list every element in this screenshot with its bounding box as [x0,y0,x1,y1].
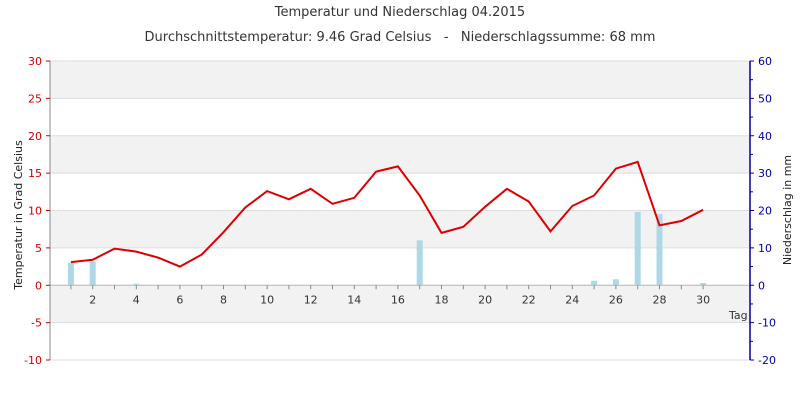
x-tick-label: 18 [435,293,449,306]
x-tick-label: 24 [565,293,579,306]
left-tick-label: 30 [28,55,42,68]
chart-title: Temperatur und Niederschlag 04.2015 [274,5,525,20]
x-axis-label: Tag [728,309,748,322]
right-tick-label: 40 [758,130,772,143]
x-tick-label: 12 [304,293,318,306]
x-tick-label: 6 [176,293,183,306]
right-axis-ticks: -20 -10 0 10 20 30 40 50 60 [750,55,776,367]
left-tick-label: 0 [35,279,42,292]
precipitation-bar [700,283,707,286]
right-tick-label: 20 [758,205,772,218]
precipitation-bar [656,214,663,286]
chart-subtitle: Durchschnittstemperatur: 9.46 Grad Celsi… [145,30,656,45]
plot-band [50,210,750,248]
x-tick-label: 2 [89,293,96,306]
precipitation-bar [416,240,423,286]
precipitation-bar [67,262,74,286]
x-tick-label: 8 [220,293,227,306]
x-tick-label: 22 [522,293,536,306]
right-tick-label: 10 [758,242,772,255]
left-tick-label: -10 [24,354,42,367]
x-tick-label: 10 [260,293,274,306]
right-tick-label: 60 [758,55,772,68]
right-axis-label: Niederschlag in mm [781,155,794,265]
plot-band [50,61,750,99]
right-tick-label: -10 [758,317,776,330]
left-tick-label: 10 [28,205,42,218]
x-tick-label: 30 [696,293,710,306]
left-axis-ticks: -10 -5 0 5 10 15 20 25 30 [24,55,50,367]
right-tick-label: 30 [758,167,772,180]
precipitation-bar [634,211,641,286]
plot-band [50,135,750,174]
left-tick-label: 25 [28,92,42,105]
precipitation-bar [133,283,140,286]
x-axis-ticks: 2 4 6 8 10 12 14 16 18 20 22 24 26 28 30 [70,285,710,306]
temperature-line [70,160,704,268]
left-tick-label: 5 [35,242,42,255]
plot-band [50,285,750,323]
precipitation-bar [612,279,619,286]
precipitation-bar [591,280,598,286]
left-tick-label: 20 [28,130,42,143]
left-tick-label: 15 [28,167,42,180]
right-tick-label: 0 [758,279,765,292]
x-tick-label: 14 [347,293,361,306]
right-tick-label: 50 [758,92,772,105]
x-tick-label: 16 [391,293,405,306]
x-tick-label: 26 [609,293,623,306]
x-tick-label: 4 [133,293,140,306]
left-axis-label: Temperatur in Grad Celsius [12,140,25,291]
left-tick-label: -5 [31,317,42,330]
precipitation-bar [89,261,96,286]
plot-bands [50,61,750,323]
x-tick-label: 20 [478,293,492,306]
precipitation-bars [67,211,707,286]
x-tick-label: 28 [653,293,667,306]
right-tick-label: -20 [758,354,776,367]
